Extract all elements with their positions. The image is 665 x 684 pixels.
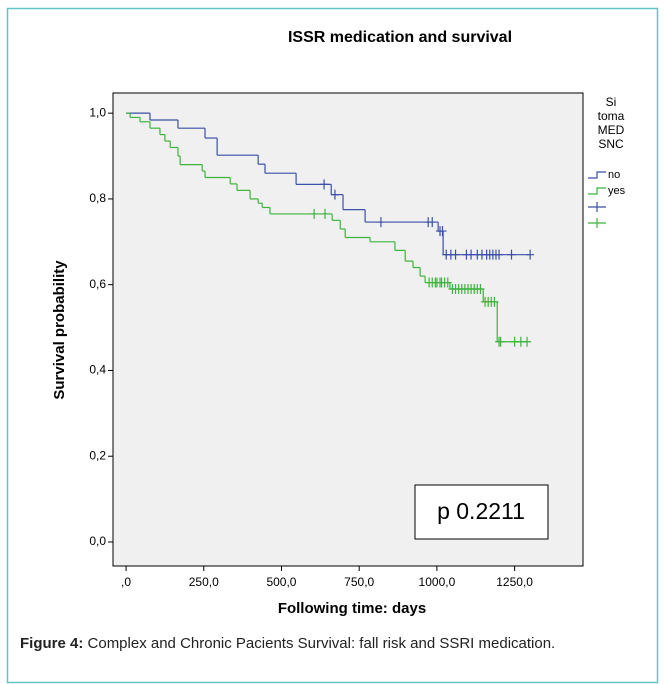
y-tick-label: 0,4 — [89, 363, 106, 377]
legend-label: yes — [608, 185, 626, 197]
x-tick-label: 1000,0 — [419, 575, 456, 589]
censor-mark — [496, 336, 505, 347]
plot-content: 0,0 0,2 0,4 0,6 0,8 1,0 ,0 250,0 500,0 750,0 1000,… — [89, 105, 535, 589]
chart-title: ISSR medication and survival — [288, 29, 512, 46]
censor-mark — [320, 179, 329, 190]
legend-symbol — [588, 171, 606, 179]
censor-mark — [330, 189, 339, 200]
y-tick-label: 1,0 — [89, 105, 106, 119]
x-tick-label: 500,0 — [266, 575, 296, 589]
censor-mark — [476, 283, 485, 294]
y-tick-label: 0,0 — [89, 534, 106, 548]
legend-symbol — [588, 187, 606, 195]
legend-censor-symbol — [588, 202, 606, 212]
annotation-box — [414, 484, 549, 540]
legend-label: no — [608, 169, 620, 181]
x-tick-label: 250,0 — [189, 575, 219, 589]
x-tick-label: ,0 — [121, 575, 131, 589]
x-tick-label: 750,0 — [344, 575, 374, 589]
censor-mark — [507, 249, 516, 260]
legend-title: MED — [598, 123, 625, 137]
caption-label: Figure 4: — [20, 635, 84, 652]
y-axis-label: Survival probability — [51, 260, 68, 400]
x-tick-label: 1250,0 — [496, 575, 533, 589]
censor-mark — [490, 296, 499, 307]
censor-mark — [320, 208, 329, 219]
censor-mark — [376, 217, 385, 228]
censor-mark — [310, 208, 319, 219]
legend-title: Si — [606, 95, 617, 109]
censor-mark — [495, 249, 504, 260]
y-tick-label: 0,8 — [89, 191, 106, 205]
censor-mark — [523, 336, 532, 347]
caption: Figure 4: Complex and Chronic Pacients S… — [20, 632, 646, 656]
y-tick-label: 0,2 — [89, 448, 106, 462]
figure-border — [6, 7, 659, 684]
legend-title: SNC — [598, 137, 624, 151]
caption-text: Complex and Chronic Pacients Survival: f… — [87, 635, 556, 652]
annotation: p 0.2211 — [437, 498, 525, 524]
censor-mark — [438, 226, 447, 237]
censor-mark — [428, 217, 437, 228]
y-tick-label: 0,6 — [89, 277, 106, 291]
x-axis-label: Following time: days — [278, 600, 426, 617]
censor-mark — [526, 249, 535, 260]
censor-mark — [443, 277, 452, 288]
censor-mark — [451, 249, 460, 260]
legend-censor-symbol — [588, 218, 606, 228]
legend-title: toma — [598, 109, 625, 123]
